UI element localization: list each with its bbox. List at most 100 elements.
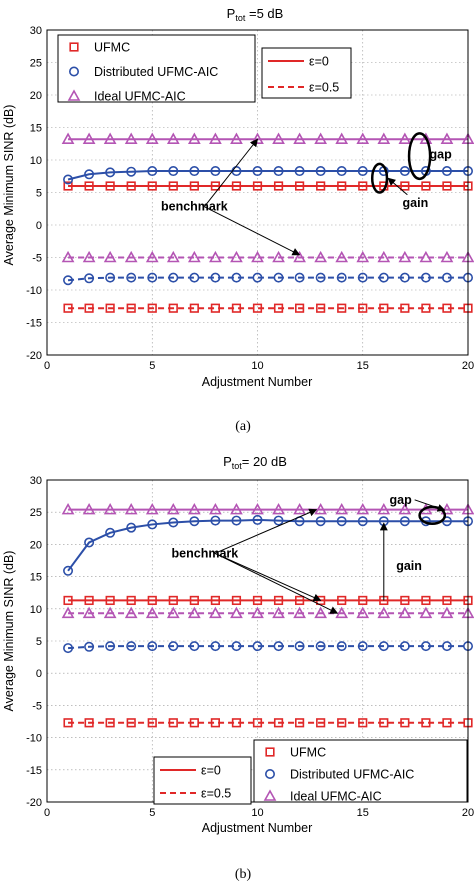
benchmark-arrow [214, 552, 339, 614]
panel-a-series-3-point [294, 303, 305, 313]
panel-b-series-1-point [336, 516, 347, 527]
panel-b-series-1-point [252, 514, 263, 525]
panel-a-series-1-point [252, 166, 263, 177]
panel-a-series-3-point [63, 303, 73, 313]
benchmark-label: benchmark [161, 200, 228, 214]
panel-b-series-5-point [209, 606, 222, 619]
legend-marker-label: UFMC [94, 41, 130, 55]
panel-a-series-1-point [294, 166, 305, 177]
panel-b-series-0-point [210, 595, 221, 606]
y-tick-label: 0 [36, 668, 42, 680]
panel-b-series-5-point [124, 606, 138, 619]
benchmark-arrow [203, 138, 258, 208]
panel-b-series-3-point [210, 718, 221, 728]
panel-a: Ptot =5 dB 0 5 10 15 20 -20 -15 -10 -5 0 5 10 15 20 25… [2, 6, 474, 434]
panel-b-series-2-point [251, 502, 264, 515]
panel-b-series-4-point [210, 641, 221, 652]
panel-a-series-4-point [210, 272, 221, 283]
panel-b-series-2-point [209, 502, 222, 515]
panel-a-series-5-point [230, 250, 243, 263]
legend-markers-box [253, 739, 468, 803]
panel-a-series-5-point [187, 250, 201, 263]
panel-b-series-4-point [252, 641, 263, 652]
panel-b-series-3-point [400, 718, 410, 728]
panel-a-series-3-point [252, 303, 263, 313]
panel-a-series-1-point [84, 169, 95, 180]
panel-a-series-2-point [82, 132, 96, 144]
panel-a-series-5-point [293, 250, 306, 263]
panel-b-title: Ptot= 20 dB [223, 454, 287, 471]
legend-marker-label: Ideal UFMC-AIC [94, 90, 186, 104]
panel-a-series-0-point [189, 181, 199, 191]
panel-b-series-1-point [399, 516, 410, 527]
legend-marker-swatch [263, 789, 277, 801]
y-tick-label: -15 [26, 765, 42, 777]
panel-a-series-5-point [166, 250, 180, 263]
panel-a-series-4-point [147, 272, 158, 283]
panel-b-series-3-point [421, 718, 431, 728]
panel-a-series-1-point [105, 167, 116, 178]
panel-b-series-3-point [294, 718, 305, 728]
y-tick-label: -20 [26, 350, 42, 362]
panel-a-series-1-point [126, 166, 137, 177]
panel-a-xlabel: Adjustment Number [202, 375, 312, 389]
panel-b-series-5-point [293, 606, 306, 619]
panel-a-series-0-point [273, 181, 284, 191]
panel-a-series-5-point [209, 250, 222, 263]
x-tick-label: 15 [357, 360, 369, 372]
panel-b-series-1-point [231, 515, 242, 526]
panel-b-series-0-point [105, 595, 115, 606]
benchmark-arrow [214, 552, 322, 602]
panel-a-series [61, 132, 474, 313]
panel-b-series-4-point [168, 641, 179, 652]
panel-b-series-5-point [314, 606, 328, 619]
panel-a-series-4-point [189, 272, 200, 283]
x-tick-label: 5 [149, 807, 155, 819]
panel-a-series-2-point [272, 132, 285, 144]
benchmark-arrow [204, 206, 301, 256]
legend-marker-label: Ideal UFMC-AIC [290, 790, 382, 804]
panel-a-series-2-point [377, 132, 391, 144]
legend-line-label: ε=0 [309, 55, 329, 69]
panel-b-series-4-point [357, 641, 368, 652]
panel-b-series-3-point [273, 718, 284, 728]
panel-a-ticks: 0 5 10 15 20 -20 -15 -10 -5 0 5 10 15 20 25 30 [26, 25, 474, 372]
panel-b-annotations: benchmark gain gap [172, 493, 447, 614]
panel-a-series-2-point [145, 132, 159, 144]
legend-marker-label: UFMC [290, 746, 326, 760]
panel-b-series-1-point [357, 516, 368, 527]
panel-b-series-5-point [230, 606, 243, 619]
panel-a-series-2-point [230, 132, 243, 144]
panel-b-series-0-point [147, 595, 157, 606]
panel-a-series-2-point [398, 132, 412, 144]
panel-b-series-5-point [145, 606, 159, 619]
panel-a-series-3-point [126, 303, 136, 313]
panel-b-series-2-point [166, 502, 180, 515]
y-tick-label: 5 [36, 636, 42, 648]
gap-label: gap [430, 148, 453, 162]
panel-a-series-3-point [147, 303, 157, 313]
panel-a-series-0-point [126, 181, 136, 191]
y-tick-label: 30 [30, 475, 42, 487]
panel-a-series-3-point [189, 303, 199, 313]
panel-b-series-2-point [398, 502, 412, 515]
panel-a-series-3-point [168, 303, 178, 313]
panel-a-series-1-point [273, 166, 284, 177]
panel-a-series-1-point [399, 166, 410, 177]
panel-a-title: Ptot =5 dB [227, 6, 284, 23]
x-tick-label: 10 [251, 807, 263, 819]
y-tick-label: 20 [30, 90, 42, 102]
panel-b-series-2-point [356, 502, 370, 515]
panel-a-series-1-point [210, 166, 221, 177]
panel-a-series-3-point [400, 303, 410, 313]
x-tick-label: 15 [357, 807, 369, 819]
panel-b-series-4-point [420, 641, 431, 652]
panel-a-series-5-point [61, 250, 75, 263]
panel-b-series-1-point [84, 537, 95, 548]
panel-b-series-5-point [419, 606, 433, 619]
panel-a-series-5-point [398, 250, 412, 263]
panel-b-series-3-point [63, 718, 73, 728]
panel-a-series-1-point [189, 166, 200, 177]
panel-a-series-2-point [356, 132, 370, 144]
